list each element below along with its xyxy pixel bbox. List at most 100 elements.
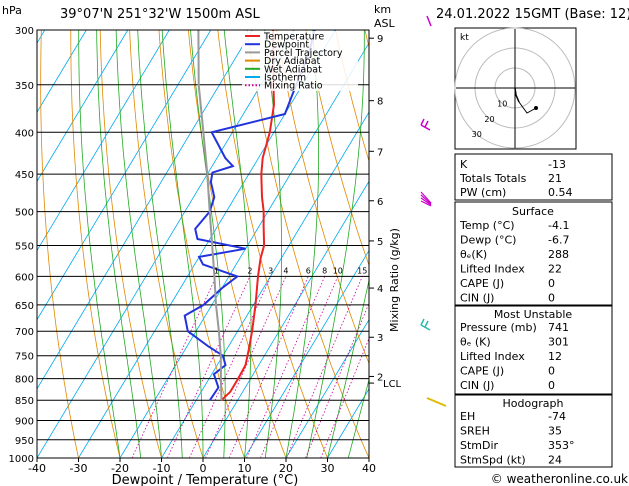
info-row-value: 0.54 [548,186,573,199]
km-tick-label: 3 [377,333,383,344]
wind-barb-surface [426,397,447,407]
isotherm-line [0,30,3,458]
mixing-ratio-line [167,276,251,458]
dry-adiabat-line [305,30,369,267]
wind-barb [420,118,425,126]
mixing-ratio-line [131,276,217,458]
isotherm-line [285,318,369,458]
info-row-label: θₑ (K) [460,336,491,349]
info-row-value: 288 [548,248,569,261]
mixing-ratio-label: 4 [283,266,288,275]
km-tick-label: 4 [377,284,383,295]
x-tick-label: 0 [200,462,207,475]
km-tick-label: 7 [377,147,383,158]
wind-barb-flag [420,191,432,204]
pressure-tick-label: 350 [15,81,34,92]
pressure-tick-label: 950 [15,436,34,447]
hodograph-ring-label: 10 [497,99,507,108]
info-row-value: 353° [548,439,575,452]
pressure-tick-label: 650 [15,301,34,312]
legend-label: Isotherm [264,73,306,84]
asl-unit-label: ASL [374,17,396,30]
x-tick-label: 10 [238,462,252,475]
hodograph-stats-title: Hodograph [503,397,564,410]
x-tick-label: -30 [70,462,88,475]
legend-label: Dry Adiabat [264,56,321,67]
pressure-tick-label: 900 [15,417,34,428]
hodograph-stats-panel: Hodograph EH -74 SREH 35 StmDir 353° StmSpd (k… [454,394,613,468]
wind-barb-top [426,15,432,27]
x-tick-label: -10 [153,462,171,475]
wind-barb [420,324,431,331]
x-tick-label: -40 [28,462,46,475]
x-axis-title: Dewpoint / Temperature (°C) [112,473,299,486]
location-title: 39°07'N 251°32'W 1500m ASL [60,7,260,22]
mixing-ratio-label: 1 [214,266,219,275]
info-row-value: 12 [548,350,562,363]
legend-label: Parcel Trajectory [264,48,343,59]
wet-adiabat-line [78,30,121,458]
mixing-ratio-line [189,276,272,458]
legend-label: Mixing Ratio [264,81,323,92]
temperature-tick-labels: -40 -30 -20 -10 0 10 20 30 40 [28,458,376,475]
x-tick-label: -20 [111,462,129,475]
km-tick-label: 9 [377,34,383,45]
dry-adiabat-line [129,30,204,458]
wind-barb [420,124,431,131]
pressure-tick-labels: 300 350 400 450 500 550 600 650 700 750 800 850 900 9… [9,26,34,465]
info-row-label: StmDir [460,439,499,452]
info-row-value: 0 [548,365,555,378]
surface-panel: Surface Temp (°C) -4.1 Dewp (°C) -6.7 θₑ(K) 2… [454,201,613,306]
dewpoint-line [183,30,316,401]
hodograph-unit-label: kt [460,33,469,43]
isotherm-line [37,30,295,458]
info-row-value: 24 [548,454,562,467]
dry-adiabat-line [40,30,79,458]
info-row-value: -74 [548,410,566,423]
pressure-tick-label: 400 [15,128,34,139]
km-tick-label: 5 [377,237,383,248]
info-row-value: 301 [548,336,569,349]
pressure-tick-label: 1000 [9,454,34,465]
info-row-value: 0 [548,292,555,305]
info-row-label: Lifted Index [460,350,525,363]
wind-barb [424,120,429,128]
most-unstable-panel: Most Unstable Pressure (mb) 741 θₑ (K) 301 L… [454,305,613,395]
mixing-ratio-label: 3 [268,266,273,275]
isotherm-line [161,111,369,458]
info-row-value: 741 [548,321,569,334]
mixing-ratio-label: 2 [247,266,252,275]
info-row-label: CAPE (J) [460,277,504,290]
copyright-footer[interactable]: © weatheronline.co.uk [491,472,628,486]
sounding-series [183,30,316,401]
info-row-value: 0 [548,277,555,290]
wind-barb [424,320,429,328]
mixing-ratio-line [260,276,339,458]
wind-barb [420,318,425,326]
hodograph-ring-label: 20 [484,115,494,124]
pressure-tick-label: 600 [15,272,34,283]
km-tick-label: 2 [377,372,383,383]
isotherm-line [119,42,369,458]
mixing-ratio-label: 8 [322,266,327,275]
lcl-label: LCL [383,379,402,390]
surface-box [454,201,613,306]
isotherm-line [202,180,369,458]
info-row-label: θₑ(K) [460,248,487,261]
most-unstable-title: Most Unstable [494,308,573,321]
legend-box [242,31,358,91]
km-tick-label: 6 [377,197,383,208]
most-unstable-box [454,305,613,395]
wind-barb-flag [420,197,432,206]
indices-panel: K -13 Totals Totals 21 PW (cm) 0.54 [454,153,613,201]
km-tick-label: 8 [377,97,383,108]
pressure-tick-label: 850 [15,396,34,407]
info-row-value: -13 [548,158,566,171]
mixing-ratio-label: 15 [357,266,367,275]
parcel-trajectory-line [197,30,223,401]
legend-label: Dewpoint [264,40,309,51]
info-row-label: Lifted Index [460,263,525,276]
mixing-ratio-line [286,276,363,458]
x-tick-label: 30 [321,462,335,475]
